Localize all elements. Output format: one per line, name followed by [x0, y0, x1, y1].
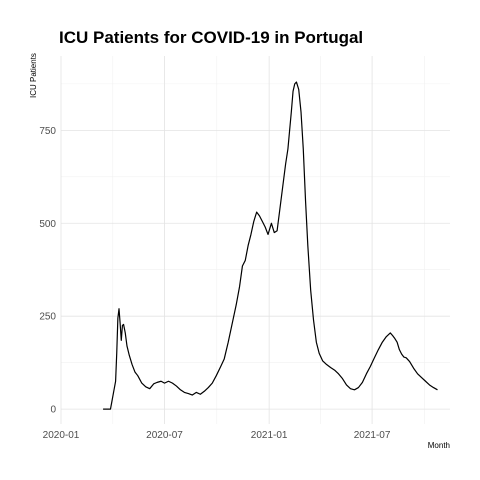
x-tick-label: 2021-07 — [354, 430, 391, 441]
y-tick-label: 0 — [50, 405, 56, 416]
series-line — [103, 81, 438, 410]
x-tick-labels: 2020-01 2020-07 2021-01 2021-07 — [43, 430, 391, 441]
y-tick-label: 500 — [39, 219, 56, 230]
y-tick-label: 250 — [39, 312, 56, 323]
x-tick-label: 2020-07 — [146, 430, 183, 441]
x-tick-label: 2021-01 — [251, 430, 288, 441]
grid — [60, 56, 450, 424]
y-tick-label: 750 — [39, 126, 56, 137]
x-axis-label: Month — [428, 441, 450, 450]
y-axis-label: ICU Patients — [29, 53, 38, 98]
y-tick-labels: 0 250 500 750 — [39, 126, 56, 416]
chart-title: ICU Patients for COVID-19 in Portugal — [59, 28, 363, 47]
x-tick-label: 2020-01 — [43, 430, 80, 441]
